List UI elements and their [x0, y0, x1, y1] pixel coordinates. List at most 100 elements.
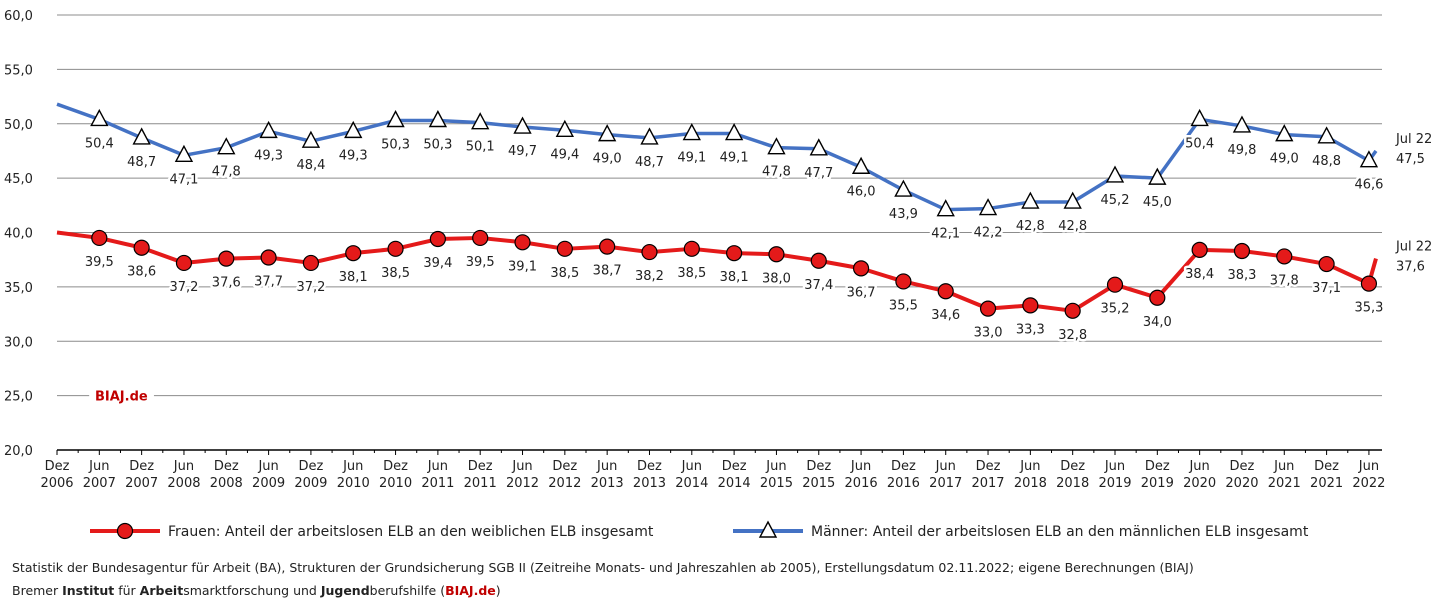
data-label: 46,0 [847, 184, 876, 199]
x-tick-label: 2007 [83, 476, 116, 491]
source-text: Bremer Institut für Arbeitsmarktforschun… [12, 583, 501, 598]
data-point [91, 229, 108, 247]
data-point [301, 130, 321, 148]
x-tick-label: 2006 [40, 476, 73, 491]
data-point [936, 199, 955, 217]
x-tick-label: 2010 [337, 476, 370, 491]
data-point [132, 127, 151, 145]
y-tick-label: 35,0 [4, 281, 33, 296]
data-point [1275, 124, 1294, 142]
x-tick-label: 2013 [633, 476, 666, 491]
x-tick-label: 2016 [845, 476, 878, 491]
y-tick-label: 20,0 [4, 444, 33, 459]
x-tick-label: Jun [596, 459, 617, 474]
x-tick-label: Jun [935, 459, 956, 474]
data-label: 39,1 [508, 259, 537, 274]
x-tick-label: 2007 [125, 476, 158, 491]
x-tick-label: Jun [342, 459, 363, 474]
data-point [810, 252, 827, 269]
end-label: Jul 22 [1395, 132, 1432, 147]
data-label: 48,8 [1312, 154, 1341, 169]
data-label: 37,2 [169, 280, 198, 295]
data-label: 47,7 [804, 166, 833, 181]
data-label: 38,3 [1227, 268, 1256, 283]
legend-marker [758, 520, 778, 538]
x-tick-label: Jun [257, 459, 278, 474]
data-point [726, 245, 743, 262]
data-point [1064, 302, 1081, 319]
data-point [937, 283, 954, 300]
data-label: 45,2 [1101, 193, 1130, 208]
y-tick-label: 45,0 [4, 172, 33, 187]
x-tick-label: Jun [850, 459, 871, 474]
data-point [1190, 108, 1209, 127]
data-label: 47,1 [169, 172, 198, 187]
x-tick-label: Dez [129, 459, 154, 474]
data-point [386, 110, 405, 128]
data-label: 35,3 [1354, 301, 1383, 316]
data-label: 47,8 [212, 165, 241, 180]
x-tick-label: 2012 [548, 476, 581, 491]
data-point [682, 123, 701, 141]
x-tick-label: Dez [722, 459, 747, 474]
data-label: 38,5 [677, 266, 706, 281]
source-part: smarktforschung und [183, 583, 321, 598]
data-label: 33,3 [1016, 322, 1045, 337]
legend-item: Frauen: Anteil der arbeitslosen ELB an d… [90, 522, 654, 540]
data-label: 38,6 [127, 265, 156, 280]
data-point [513, 116, 532, 134]
data-point [1149, 289, 1166, 306]
data-label: 42,8 [1058, 219, 1087, 234]
x-tick-label: 2018 [1056, 476, 1089, 491]
data-label: 39,5 [85, 255, 114, 270]
data-point [724, 123, 744, 141]
data-label: 45,0 [1143, 195, 1172, 210]
end-label: Jul 22 [1395, 240, 1432, 255]
data-label: 49,3 [339, 148, 368, 163]
data-point [1359, 150, 1379, 168]
data-label: 48,7 [127, 155, 156, 170]
legend-label: Männer: Anteil der arbeitslosen ELB an d… [811, 524, 1309, 540]
data-label: 38,5 [550, 266, 579, 281]
data-point [259, 120, 278, 139]
data-point [302, 254, 320, 272]
data-label: 35,5 [889, 298, 918, 313]
y-tick-label: 55,0 [4, 63, 33, 78]
data-label: 49,7 [508, 144, 537, 159]
data-point [133, 239, 150, 256]
data-point [428, 110, 448, 128]
x-tick-label: Jun [765, 459, 786, 474]
data-point [895, 273, 912, 290]
data-point [1191, 241, 1208, 258]
data-label: 50,1 [466, 140, 495, 155]
data-label: 38,1 [339, 270, 368, 285]
source-text: Statistik der Bundesagentur für Arbeit (… [12, 560, 1194, 575]
x-tick-label: 2017 [929, 476, 962, 491]
x-tick-label: 2014 [718, 476, 751, 491]
x-tick-label: Jun [681, 459, 702, 474]
data-label: 37,6 [212, 276, 241, 291]
x-tick-label: Dez [976, 459, 1001, 474]
data-label: 43,9 [889, 207, 918, 222]
x-tick-label: 2015 [760, 476, 793, 491]
legend-label: Frauen: Anteil der arbeitslosen ELB an d… [168, 524, 654, 540]
x-tick-label: Dez [45, 459, 70, 474]
source-part: ) [496, 583, 501, 598]
x-tick-label: Dez [1314, 459, 1339, 474]
data-label: 38,4 [1185, 267, 1214, 282]
x-tick-label: Jun [1019, 459, 1040, 474]
data-label: 49,8 [1227, 143, 1256, 158]
data-point [1106, 276, 1124, 293]
data-label: 38,0 [762, 271, 791, 286]
data-label: 49,0 [1270, 152, 1299, 167]
data-label: 48,7 [635, 155, 664, 170]
x-tick-label: 2016 [887, 476, 920, 491]
data-label: 39,4 [423, 256, 452, 271]
x-tick-label: Dez [214, 459, 239, 474]
x-tick-label: Dez [552, 459, 577, 474]
data-point [1022, 297, 1039, 314]
x-tick-label: Dez [891, 459, 916, 474]
x-tick-label: 2021 [1310, 476, 1343, 491]
data-label: 36,7 [847, 285, 876, 300]
x-tick-label: Jun [511, 459, 532, 474]
